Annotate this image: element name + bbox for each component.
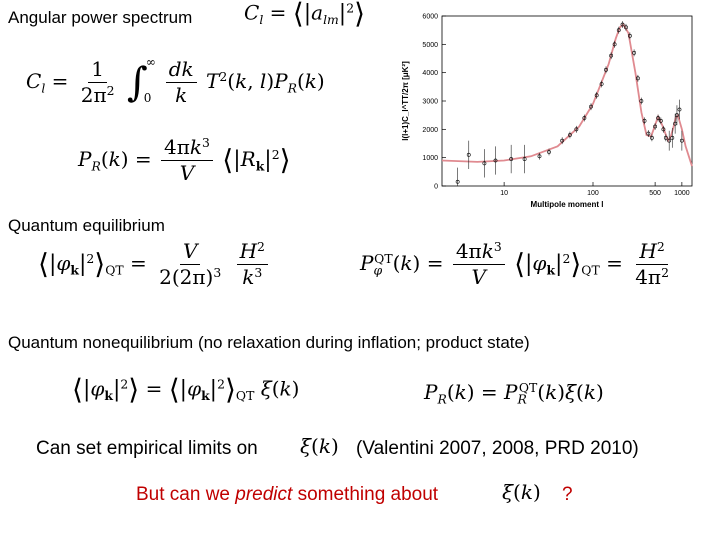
predict-suffix: something about bbox=[297, 484, 439, 505]
data-point bbox=[677, 107, 682, 112]
predict-prefix: But can we bbox=[136, 484, 230, 505]
equation-pphi-equilibrium: PφQT(k) = 4πk3 V ⟨|φk|2⟩QT = H2 4π2 bbox=[360, 239, 669, 289]
data-point bbox=[609, 53, 614, 58]
data-point bbox=[493, 158, 498, 163]
equation-xi-limits: ξ(k) bbox=[300, 434, 339, 458]
data-point bbox=[509, 157, 514, 161]
data-point bbox=[658, 118, 663, 123]
data-point bbox=[560, 138, 565, 143]
y-tick-label: 6000 bbox=[422, 14, 438, 21]
data-point bbox=[455, 179, 460, 184]
y-tick-label: 2000 bbox=[422, 127, 438, 134]
equation-xi-predict: ξ(k) bbox=[502, 480, 541, 504]
y-tick-label: 5000 bbox=[422, 42, 438, 49]
x-tick-label: 1000 bbox=[674, 190, 690, 197]
data-point bbox=[574, 127, 579, 132]
power-spectrum-chart: 0 1000 2000 3000 4000 5000 6000 10 100 500 1000 Mul… bbox=[401, 14, 693, 209]
y-tick-label: 3000 bbox=[422, 99, 438, 106]
data-point bbox=[675, 113, 679, 118]
data-point bbox=[663, 135, 668, 140]
data-point bbox=[639, 99, 644, 103]
data-point bbox=[537, 154, 542, 159]
data-point bbox=[653, 124, 658, 129]
equation-pr-nonequilibrium: PR(k) = PRQT(k)ξ(k) bbox=[424, 380, 604, 407]
data-point bbox=[522, 157, 527, 161]
predict-question: But can we predict something about bbox=[136, 484, 438, 506]
model-curve bbox=[441, 23, 693, 167]
data-point bbox=[632, 50, 636, 55]
y-tick-label: 0 bbox=[434, 184, 438, 191]
data-point bbox=[679, 138, 684, 143]
y-axis-label: l(l+1)C_l^TT/2π [μK²] bbox=[401, 61, 410, 141]
equation-cl-definition: Cl = ⟨|alm|2⟩ bbox=[244, 0, 366, 30]
equation-phi-equilibrium: ⟨|φk|2⟩QT = V 2(2π)3 H2 k3 bbox=[38, 240, 271, 289]
data-point bbox=[656, 116, 660, 120]
equation-cl-integral: Cl = 1 2π2 ∫∞0 dk k T2(k, l)PR(k) bbox=[26, 55, 325, 107]
equation-pr-spectrum: PR(k) = 4πk3 V ⟨|Rk|2⟩ bbox=[78, 135, 291, 185]
data-point bbox=[661, 127, 666, 132]
data-point bbox=[646, 131, 651, 136]
data-point bbox=[650, 135, 654, 140]
data-point bbox=[604, 67, 608, 72]
data-point bbox=[635, 76, 640, 81]
equation-phi-nonequilibrium: ⟨|φk|2⟩ = ⟨|φk|2⟩QT ξ(k) bbox=[72, 373, 300, 406]
data-point bbox=[594, 93, 599, 98]
data-point bbox=[620, 22, 625, 27]
predict-question-mark: ? bbox=[562, 484, 573, 505]
data-point bbox=[582, 116, 587, 120]
heading-quantum-equilibrium: Quantum equilibrium bbox=[8, 216, 165, 235]
data-point bbox=[612, 42, 617, 47]
limits-text: Can set empirical limits on bbox=[36, 438, 258, 459]
data-point bbox=[547, 150, 551, 154]
x-tick-label: 100 bbox=[587, 190, 599, 197]
reference-text: (Valentini 2007, 2008, PRD 2010) bbox=[356, 438, 639, 459]
data-point bbox=[667, 138, 672, 143]
x-tick-label: 10 bbox=[500, 190, 508, 197]
y-tick-label: 4000 bbox=[422, 70, 438, 77]
heading-angular-power-spectrum: Angular power spectrum bbox=[8, 8, 193, 27]
plot-frame bbox=[441, 15, 693, 187]
data-point bbox=[589, 104, 593, 109]
data-point bbox=[627, 33, 632, 38]
y-tick-label: 1000 bbox=[422, 155, 438, 162]
predict-emphasis: predict bbox=[235, 484, 293, 505]
data-point bbox=[568, 133, 572, 137]
data-point bbox=[599, 82, 604, 86]
data-point bbox=[616, 28, 621, 33]
data-point bbox=[624, 25, 628, 30]
heading-quantum-nonequilibrium: Quantum nonequilibrium (no relaxation du… bbox=[8, 333, 530, 352]
data-point bbox=[482, 161, 487, 166]
x-axis-label: Multipole moment l bbox=[531, 200, 604, 209]
data-point bbox=[466, 152, 471, 157]
data-point bbox=[642, 118, 647, 123]
data-point bbox=[670, 135, 675, 140]
x-tick-label: 500 bbox=[649, 190, 661, 197]
